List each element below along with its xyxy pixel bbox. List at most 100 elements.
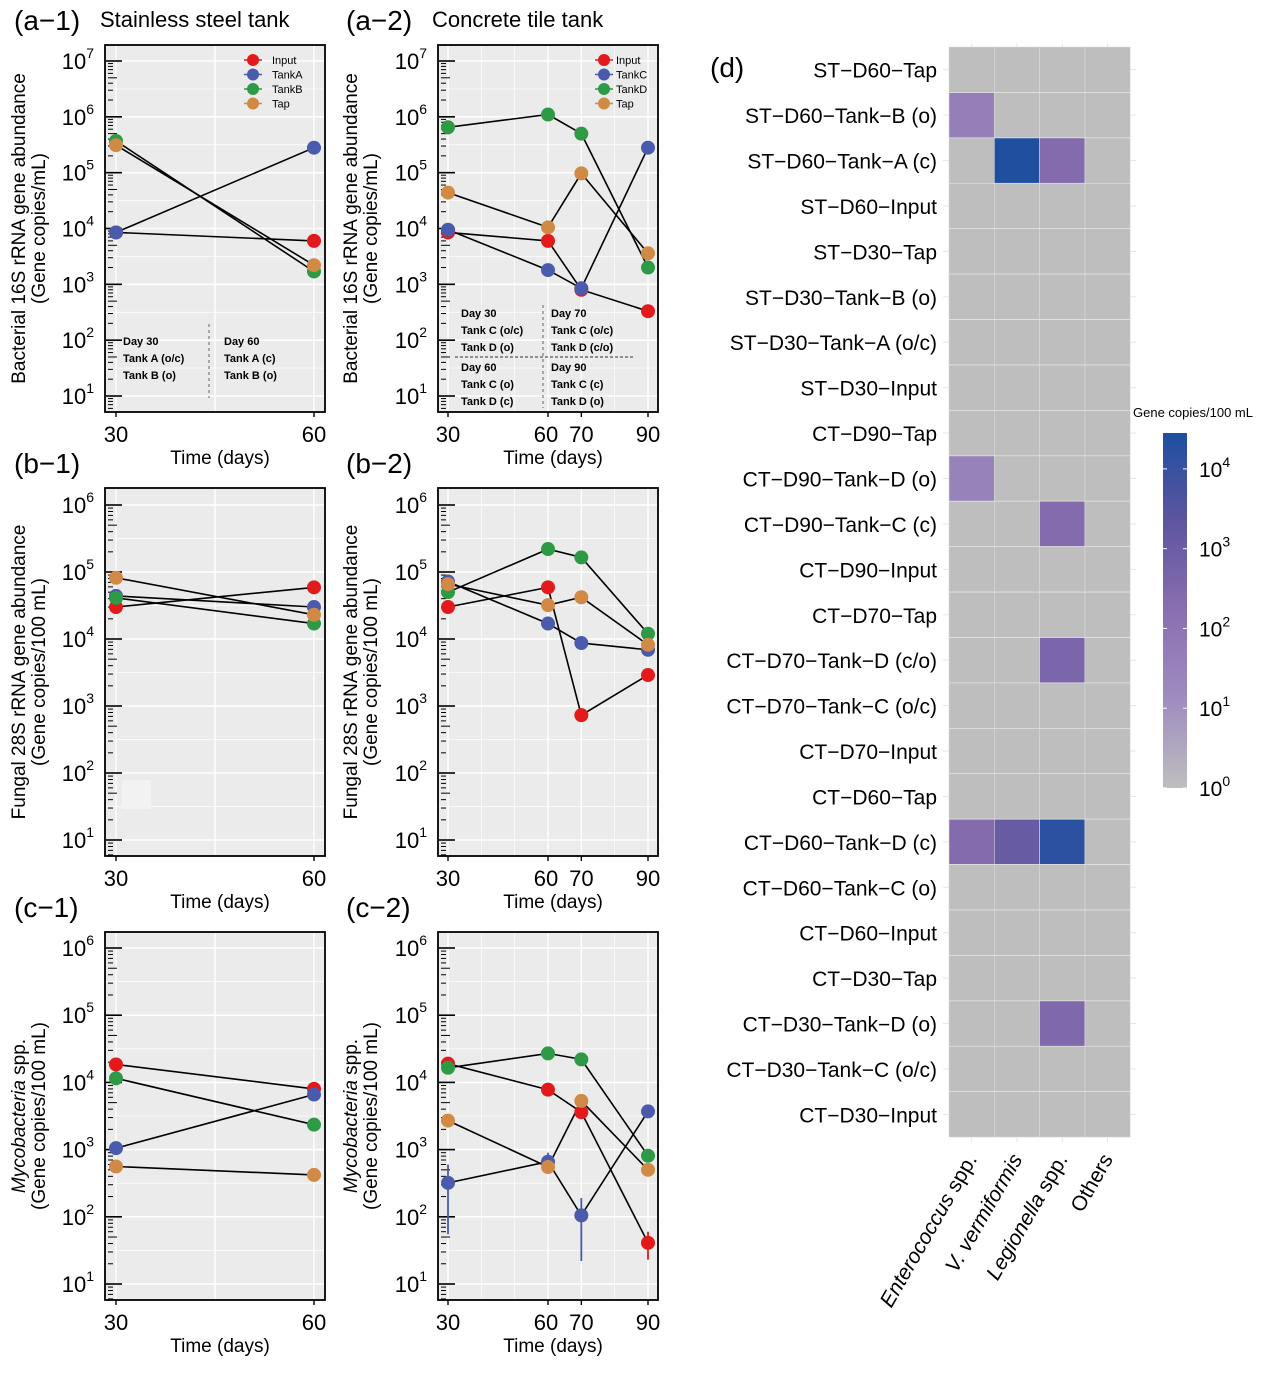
heatmap-cell <box>948 410 995 457</box>
heatmap-cell <box>1039 591 1086 638</box>
y-axis-title-line2: (Gene copies/100 mL) <box>29 1022 50 1210</box>
series-line-tap <box>447 1099 649 1171</box>
y-axis-title-line2: (Gene copies/mL) <box>29 153 50 304</box>
heatmap-cell <box>1039 1000 1086 1047</box>
heatmap-cell <box>993 864 1040 911</box>
heatmap-cell <box>1039 182 1086 229</box>
data-point-tap <box>109 570 123 585</box>
data-point-tap <box>641 1162 655 1177</box>
panel-title: Concrete tile tank <box>432 7 604 32</box>
data-point-tap <box>307 1167 321 1182</box>
y-tick-label: 104 <box>62 213 94 242</box>
data-point-tankb <box>307 1117 321 1132</box>
data-point-tap <box>574 1093 589 1108</box>
data-point-tankd <box>641 260 655 275</box>
panel-label: (b−1) <box>14 448 80 479</box>
heatmap-cell <box>1039 46 1086 93</box>
annotation-text: Day 30 <box>461 308 496 320</box>
annotation-text: Tank D (o) <box>551 396 604 408</box>
data-point-tankc <box>574 281 589 296</box>
data-point-tap <box>641 246 655 261</box>
legend-key-dot <box>247 54 259 66</box>
heatmap-cell <box>1084 182 1131 229</box>
heatmap-cell <box>1084 1045 1131 1092</box>
heatmap-cell <box>948 319 995 366</box>
heatmap-cell <box>1039 410 1086 457</box>
y-tick-label: 106 <box>395 932 427 961</box>
heatmap-cell <box>993 546 1040 593</box>
legend-key-dot <box>247 97 259 110</box>
y-axis-title-line1: Bacterial 16S rRNA gene abundance <box>341 73 362 384</box>
legend-key-dot <box>598 83 610 95</box>
y-axis-title-line2: (Gene copies/100 mL) <box>361 1022 382 1210</box>
series-line-tap <box>115 577 315 616</box>
heatmap-cell <box>948 1091 995 1138</box>
data-point-tap <box>574 166 589 181</box>
heatmap-cell <box>993 364 1040 411</box>
annotation-text: Day 70 <box>551 308 586 320</box>
y-tick-label: 106 <box>62 932 94 961</box>
heatmap-cell <box>948 773 995 820</box>
y-tick-label: 104 <box>62 623 94 652</box>
data-point-tap <box>441 577 455 592</box>
y-tick-label: 105 <box>395 556 427 585</box>
y-tick-label: 106 <box>62 101 94 130</box>
y-tick-label: 104 <box>62 1066 94 1095</box>
x-tick-label: 70 <box>569 866 593 891</box>
heatmap-cell <box>1039 546 1086 593</box>
plot-frame <box>104 487 326 857</box>
y-tick-label: 105 <box>395 157 427 186</box>
series-line-tankd <box>447 113 649 268</box>
heatmap-cell <box>1039 455 1086 502</box>
heatmap-cell <box>948 682 995 729</box>
data-point-tankc <box>441 1175 455 1190</box>
y-tick-label: 101 <box>395 1268 427 1297</box>
data-point-input <box>307 580 321 595</box>
panel-label: (c−2) <box>346 892 411 923</box>
heatmap-cell <box>1039 773 1086 820</box>
series-line-tankc <box>447 1110 649 1217</box>
heatmap-cell <box>993 909 1040 956</box>
x-tick-label: 60 <box>302 1310 326 1335</box>
data-point-tankb <box>109 590 123 605</box>
y-tick-label: 101 <box>62 824 94 853</box>
colorbar-tick-label: 104 <box>1199 454 1230 482</box>
annotation-text: Tank A (o/c) <box>123 353 185 365</box>
heatmap-cell <box>993 727 1040 775</box>
panel-label: (d) <box>710 52 744 83</box>
heatmap-cell <box>948 273 995 320</box>
annotation-text: Tank D (o) <box>461 342 514 354</box>
heatmap-cell <box>1039 727 1086 775</box>
heatmap-row-label: ST−D60−Input <box>800 196 937 219</box>
data-point-input <box>641 1235 655 1250</box>
heatmap-row-label: ST−D30−Tank−A (o/c) <box>730 332 937 355</box>
annotation-text: Day 60 <box>461 362 496 374</box>
heatmap-row-label: ST−D30−Tap <box>813 241 937 264</box>
y-tick-label: 102 <box>62 324 94 353</box>
panel-label: (b−2) <box>346 448 412 479</box>
y-tick-label: 106 <box>395 101 427 130</box>
heatmap-row-label: ST−D30−Input <box>800 378 937 401</box>
panel-a1: 101 102 103 104 105 106 107 Day 30 Tank A (o/c) T… <box>9 5 326 469</box>
series-line-input <box>447 231 649 312</box>
heatmap-row-label: CT−D70−Tank−D (c/o) <box>726 650 937 673</box>
heatmap-cell <box>993 1000 1040 1047</box>
heatmap-cell <box>948 727 995 775</box>
panel-d: ST−D60−Tap ST−D60−Tank−B (o) ST−D60−Tank−A… <box>710 43 1253 1311</box>
heatmap-row-label: ST−D30−Tank−B (o) <box>745 287 937 310</box>
legend-entry: Tap <box>272 99 290 111</box>
x-tick-label: 60 <box>302 422 326 447</box>
colorbar-tick-label: 101 <box>1199 693 1230 721</box>
data-point-tap <box>641 637 655 652</box>
annotation-text: Tank C (o) <box>461 379 514 391</box>
data-point-tankd <box>441 120 455 135</box>
heatmap-cell <box>948 182 995 229</box>
x-tick-label: 70 <box>569 1310 593 1335</box>
x-tick-label: 90 <box>636 1310 660 1335</box>
heatmap-cell <box>1084 864 1131 911</box>
heatmap-cell <box>993 92 1040 139</box>
heatmap-cell <box>1084 727 1131 775</box>
y-axis-title-line1: Bacterial 16S rRNA gene abundance <box>9 73 30 384</box>
annotation-text: Tank C (o/c) <box>551 325 613 337</box>
y-tick-label: 101 <box>62 1268 94 1297</box>
